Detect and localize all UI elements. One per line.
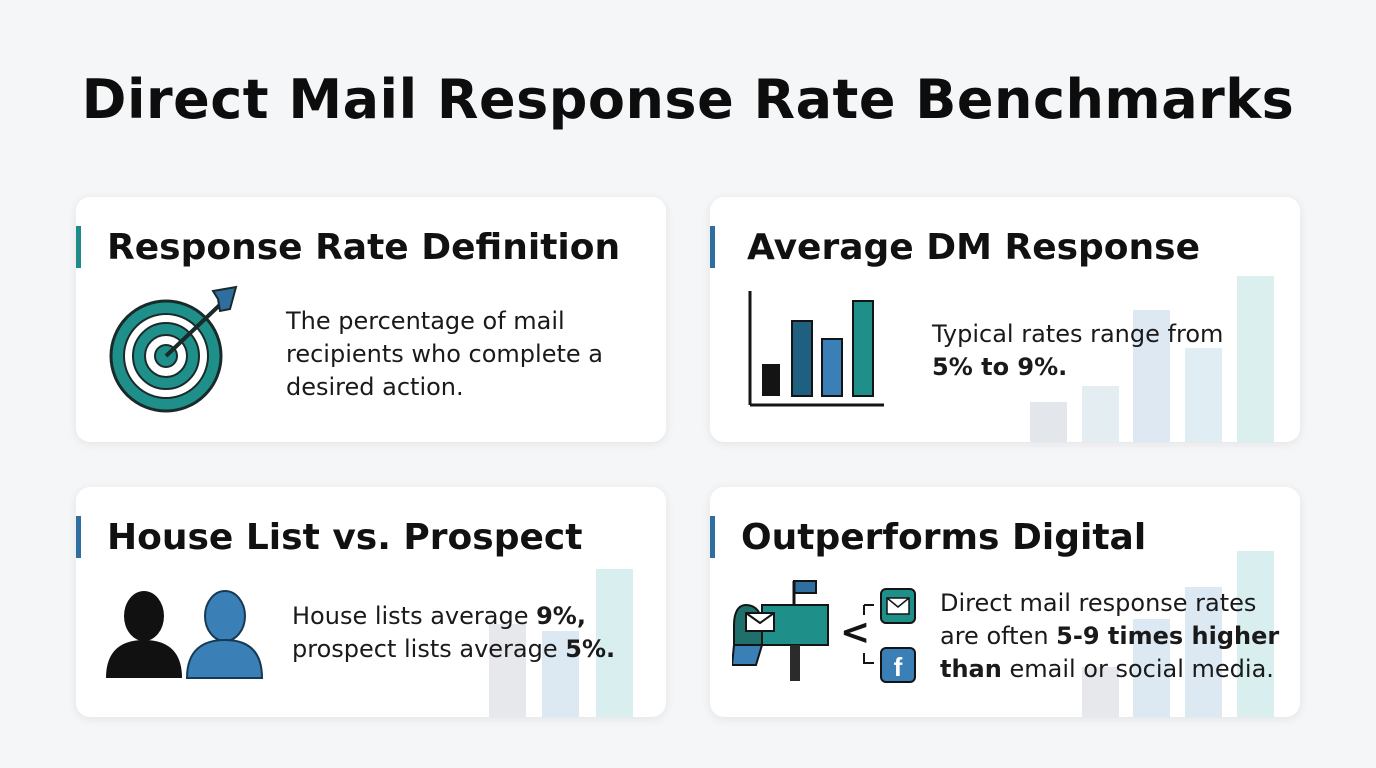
facebook-icon: f xyxy=(880,647,916,683)
card-accent-bar xyxy=(710,516,715,558)
email-icon xyxy=(880,588,916,624)
card-title: Outperforms Digital xyxy=(741,516,1147,558)
card-title: Response Rate Definition xyxy=(107,226,621,268)
page-title: Direct Mail Response Rate Benchmarks xyxy=(81,68,1295,131)
card-house-list-vs-prospect: House List vs. Prospect House lists aver… xyxy=(76,487,666,717)
card-title: Average DM Response xyxy=(747,226,1201,268)
definition-text: The percentage of mail recipients who co… xyxy=(286,307,603,401)
average-text: Typical rates range from 5% to 9%. xyxy=(932,320,1224,381)
decorative-bars xyxy=(710,197,1300,442)
bracket-lines xyxy=(863,604,874,664)
card-average-dm-response: Average DM Response Typical rates range … xyxy=(710,197,1300,442)
decorative-bars xyxy=(710,487,1300,717)
card-response-rate-definition: Response Rate Definition The percentage … xyxy=(76,197,666,442)
card-title: House List vs. Prospect xyxy=(107,516,583,558)
svg-text:f: f xyxy=(894,652,903,682)
comparison-less-than: < xyxy=(840,612,871,653)
card-accent-bar xyxy=(76,226,81,268)
house-list-text: House lists average 9%, prospect lists a… xyxy=(292,602,616,663)
target-icon xyxy=(109,285,238,413)
people-icon xyxy=(106,590,264,679)
card-outperforms-digital: Outperforms Digital < f Direct mail resp… xyxy=(710,487,1300,717)
bar-chart-icon xyxy=(748,291,884,407)
mailbox-icon xyxy=(732,580,829,681)
card-accent-bar xyxy=(76,516,81,558)
digital-text: Direct mail response rates are often 5-9… xyxy=(940,589,1280,683)
decorative-bars xyxy=(76,487,666,717)
card-accent-bar xyxy=(710,226,715,268)
